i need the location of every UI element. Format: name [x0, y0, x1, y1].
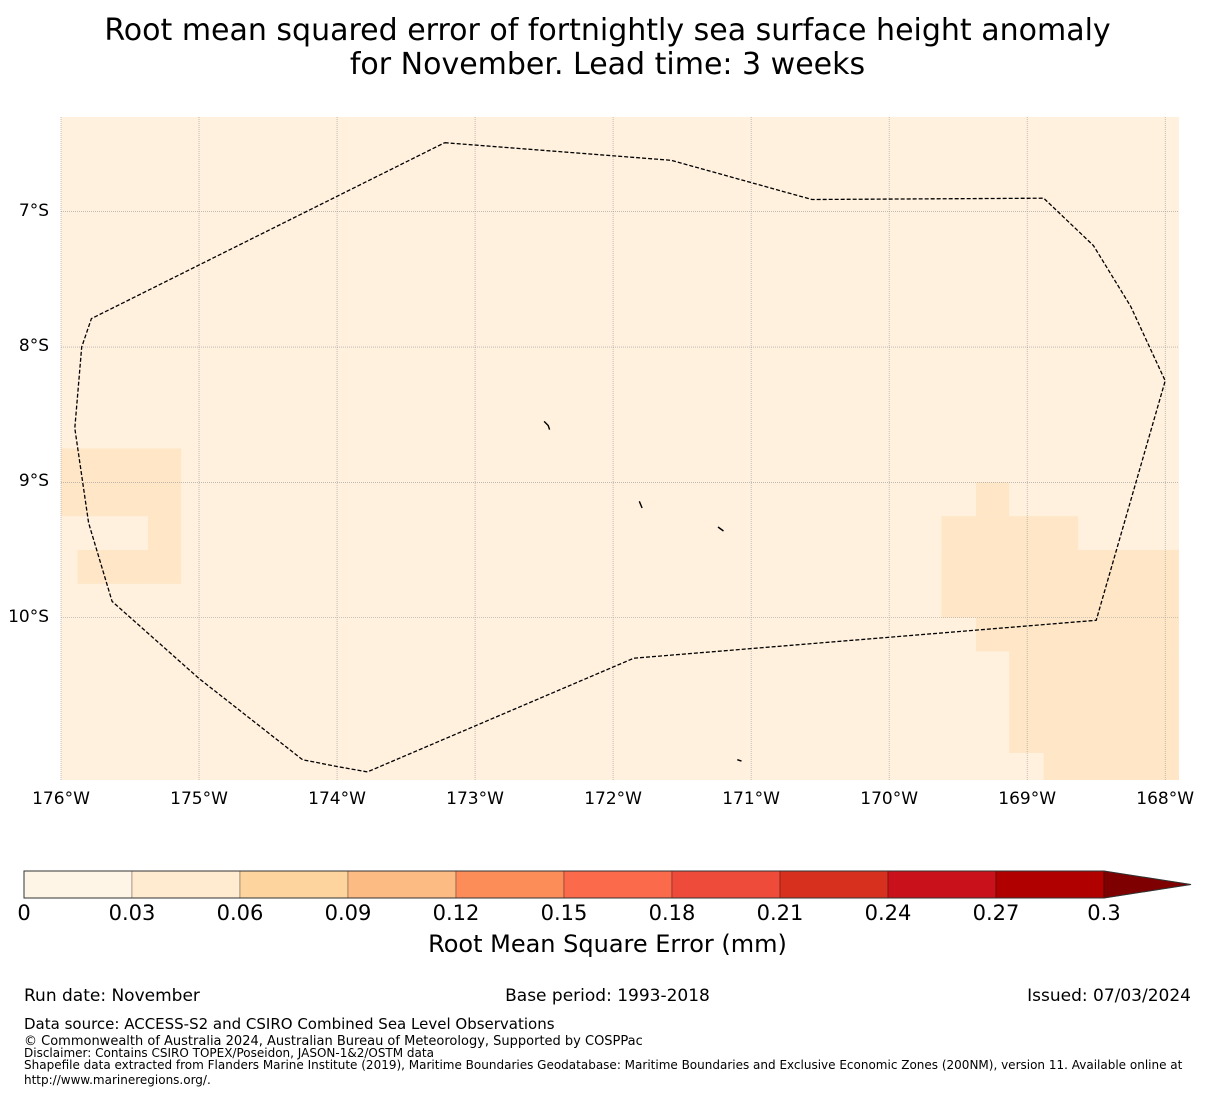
colorbar-segment — [23, 870, 133, 899]
issued-date: Issued: 07/03/2024 — [1027, 986, 1191, 1006]
map-background — [61, 117, 1179, 780]
colorbar-segment — [239, 870, 349, 899]
shapefile-credit: Shapefile data extracted from Flanders M… — [24, 1058, 1183, 1072]
chart-title: Root mean squared error of fortnightly s… — [0, 14, 1215, 82]
colorbar-segment — [671, 870, 781, 899]
colorbar-tick-label: 0.3 — [1087, 901, 1121, 925]
lat-label: 10°S — [8, 606, 49, 627]
colorbar-segment — [347, 870, 457, 899]
lat-label: 8°S — [18, 336, 49, 357]
error-patch — [61, 448, 148, 517]
lon-label: 168°W — [1136, 789, 1195, 809]
lon-label: 170°W — [860, 789, 919, 809]
colorbar-tick-label: 0.09 — [324, 901, 372, 925]
lon-label: 174°W — [308, 789, 366, 809]
colorbar-tick-label: 0.24 — [864, 901, 912, 925]
lon-label: 173°W — [446, 789, 504, 809]
colorbar-tick-label: 0.21 — [756, 901, 804, 925]
colorbar-title: Root Mean Square Error (mm) — [428, 930, 787, 958]
error-patch — [941, 516, 1079, 550]
data-source: Data source: ACCESS-S2 and CSIRO Combine… — [24, 1015, 555, 1033]
base-period: Base period: 1993-2018 — [505, 986, 710, 1006]
run-date: Run date: November — [24, 986, 200, 1006]
title-line-2: for November. Lead time: 3 weeks — [349, 47, 866, 82]
error-patch — [1043, 752, 1179, 780]
error-patch — [976, 617, 1179, 652]
lat-label: 7°S — [18, 200, 49, 221]
colorbar-outline — [23, 870, 1192, 899]
eez-boundary — [74, 142, 1166, 773]
island-outline — [717, 526, 724, 532]
colorbar-segment — [887, 870, 997, 899]
error-patches — [61, 448, 1179, 780]
colorbar-extend-arrow — [1103, 870, 1192, 899]
error-patch — [941, 549, 1179, 618]
lon-label: 176°W — [32, 789, 90, 809]
colorbar-tick-label: 0.12 — [432, 901, 480, 925]
colorbar-segment — [131, 870, 241, 899]
shapefile-url: http://www.marineregions.org/. — [24, 1073, 211, 1087]
island-outline — [638, 501, 643, 509]
colorbar-tick-label: 0.18 — [648, 901, 696, 925]
colorbar — [23, 870, 1192, 899]
colorbar-segment — [563, 870, 673, 899]
colorbar-tick-label: 0.06 — [216, 901, 264, 925]
gridlines — [60, 117, 1179, 780]
error-patch — [1009, 651, 1179, 753]
lon-label: 172°W — [584, 789, 642, 809]
title-line-1: Root mean squared error of fortnightly s… — [104, 13, 1111, 48]
colorbar-tick-label: 0 — [17, 901, 31, 925]
lat-label: 9°S — [18, 471, 49, 492]
lon-label: 175°W — [170, 789, 228, 809]
error-patch — [147, 448, 182, 584]
colorbar-tick-label: 0.03 — [108, 901, 156, 925]
colorbar-segment — [995, 870, 1105, 899]
copyright: © Commonwealth of Australia 2024, Austra… — [24, 1034, 643, 1049]
colorbar-tick-label: 0.15 — [540, 901, 588, 925]
colorbar-segment — [779, 870, 889, 899]
island-outline — [737, 759, 742, 762]
colorbar-segment — [455, 870, 565, 899]
disclaimer: Disclaimer: Contains CSIRO TOPEX/Poseido… — [24, 1046, 434, 1060]
lon-label: 171°W — [722, 789, 780, 809]
error-patch — [77, 549, 148, 584]
islands — [543, 420, 742, 762]
colorbar-tick-label: 0.27 — [972, 901, 1020, 925]
lon-label: 169°W — [998, 789, 1057, 809]
island-outline — [543, 420, 551, 430]
error-patch — [976, 482, 1010, 517]
